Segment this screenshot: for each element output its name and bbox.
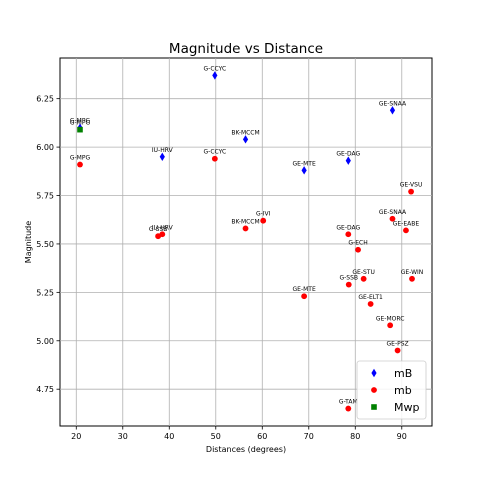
data-point-mb xyxy=(159,152,165,161)
x-tick-label: 80 xyxy=(350,432,360,441)
legend: mB mb Mwp xyxy=(356,360,427,420)
data-point-mb xyxy=(394,347,401,354)
point-label: GE-SNAA xyxy=(379,100,407,107)
data-point-mb xyxy=(212,71,218,80)
grid-lines xyxy=(60,58,432,426)
point-label: GE-WIN xyxy=(401,269,424,276)
data-point-mb xyxy=(345,156,351,165)
data-point-mb xyxy=(345,405,352,412)
point-label: G-IVI xyxy=(256,211,271,218)
y-tick-label: 4.75 xyxy=(36,385,54,394)
point-label: GE-SNAA xyxy=(379,209,407,216)
chart-title: Magnitude vs Distance xyxy=(169,41,323,57)
plot-frame xyxy=(59,57,433,427)
data-points xyxy=(77,71,415,412)
data-point-mb xyxy=(355,246,361,253)
data-point-mb xyxy=(360,275,367,282)
point-label: GE-DAG xyxy=(336,224,360,231)
legend-label-mb: mB xyxy=(394,367,412,380)
y-tick-label: 5.75 xyxy=(36,192,54,201)
x-tick-label: 40 xyxy=(164,432,174,441)
data-point-mb xyxy=(389,215,396,222)
point-label: IU-HRV xyxy=(152,224,174,231)
y-axis-ticks: 4.75 5.00 5.25 5.50 5.75 6.00 6.25 xyxy=(36,95,60,394)
data-point-mb xyxy=(77,161,83,168)
data-point-mb xyxy=(301,166,307,175)
data-point-mb xyxy=(409,275,415,282)
data-point-mb xyxy=(155,233,162,240)
point-label: G-ECH xyxy=(348,240,367,247)
y-axis-label: Magnitude xyxy=(24,221,33,263)
point-label: BK-MCCM xyxy=(231,129,259,136)
data-point-mb xyxy=(242,225,249,232)
point-label: GE-MTE xyxy=(293,160,316,167)
data-point-mb xyxy=(389,106,396,115)
y-tick-label: 6.00 xyxy=(36,143,54,152)
data-point-mb xyxy=(345,231,352,238)
point-label: GE-MORC xyxy=(376,315,405,322)
point-label: GE-PSZ xyxy=(387,340,409,347)
point-labels: G-CCYC GE-SNAA G-MPG BK-MCCM IU-HRV GE-DAG GE-… xyxy=(70,65,423,405)
legend-marker-mwp xyxy=(371,404,377,410)
point-label: G-SSB xyxy=(339,275,358,282)
data-point-mb xyxy=(408,188,414,195)
point-label: G-MPG xyxy=(70,118,91,125)
data-point-mwp xyxy=(77,126,83,133)
legend-marker-mb xyxy=(371,368,377,378)
point-label: G-TAM xyxy=(339,399,358,406)
point-label: GE-STU xyxy=(352,269,374,276)
point-label: IU-HRV xyxy=(152,147,174,154)
data-point-mb xyxy=(345,281,352,288)
data-point-mb xyxy=(387,322,394,329)
data-point-mb xyxy=(211,155,218,162)
x-tick-label: 70 xyxy=(304,432,314,441)
point-label: GE-DAG xyxy=(336,151,360,158)
legend-marker-mb xyxy=(371,387,377,393)
point-label: G-SSB xyxy=(149,226,168,233)
y-tick-label: 5.25 xyxy=(36,288,54,297)
point-label: GE-ELT1 xyxy=(358,294,383,301)
data-point-mb xyxy=(242,135,249,144)
x-tick-label: 90 xyxy=(397,432,407,441)
x-tick-label: 50 xyxy=(211,432,221,441)
point-label: G-CCYC xyxy=(204,65,227,72)
x-tick-label: 20 xyxy=(71,432,81,441)
data-point-mb xyxy=(260,217,267,224)
x-tick-label: 60 xyxy=(257,432,267,441)
point-label: GE-EABE xyxy=(393,220,420,227)
data-point-mb xyxy=(403,227,409,234)
point-label: GE-MTE xyxy=(293,286,316,293)
data-point-mb xyxy=(367,301,374,307)
data-point-mb xyxy=(301,293,308,300)
point-label: BK-MCCM xyxy=(231,218,259,225)
y-tick-label: 5.50 xyxy=(36,240,54,249)
point-label: G-MPG xyxy=(70,155,91,162)
point-label: GE-VSU xyxy=(400,182,423,189)
point-label: G-MPG xyxy=(70,120,91,127)
x-axis-ticks: 20 30 40 50 60 70 80 90 xyxy=(71,426,407,441)
y-tick-label: 5.00 xyxy=(36,337,54,346)
point-label: G-CCYC xyxy=(204,149,227,156)
legend-label-mwp: Mwp xyxy=(394,401,419,414)
x-axis-label: Distances (degrees) xyxy=(206,445,286,454)
plot-area: 20 30 40 50 60 70 80 90 4.75 5.00 5.25 5.50 5.75 6.0… xyxy=(36,57,433,441)
y-tick-label: 6.25 xyxy=(36,95,54,104)
x-tick-label: 30 xyxy=(118,432,128,441)
legend-label-mb: mb xyxy=(394,384,412,397)
